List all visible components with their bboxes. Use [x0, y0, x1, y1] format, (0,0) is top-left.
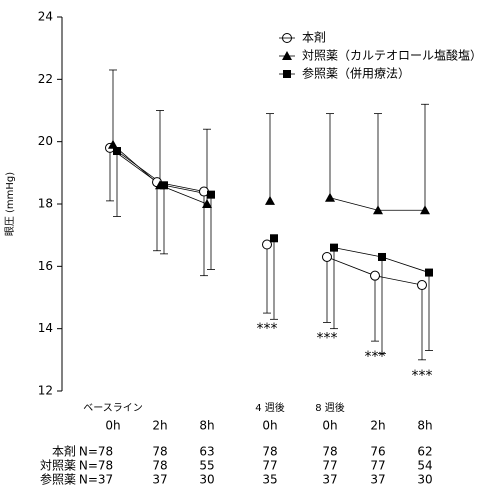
data-point: [113, 147, 121, 156]
y-tick-label: 12: [38, 384, 53, 398]
legend-marker: [282, 51, 292, 60]
data-point: [420, 205, 430, 215]
data-point: [425, 268, 433, 277]
y-tick-label: 18: [38, 197, 53, 211]
table-cell: 76: [370, 445, 385, 459]
data-point: [262, 239, 272, 250]
table-cell: 35: [262, 473, 277, 487]
table-cell: 37: [370, 473, 385, 487]
data-point: [265, 195, 275, 205]
data-point: [207, 190, 215, 199]
y-tick-label: 20: [38, 134, 53, 148]
x-tick-label: 0h: [322, 419, 337, 433]
legend-label: 参照薬（併用療法）: [302, 66, 410, 81]
x-tick-label: 8h: [417, 419, 432, 433]
table-cell: N=37: [79, 473, 113, 487]
x-tick-label: 0h: [105, 419, 120, 433]
data-point: [330, 243, 338, 252]
data-point: [370, 270, 380, 281]
annotation: ***: [257, 321, 278, 337]
data-point: [160, 181, 168, 190]
x-tick-label: 2h: [370, 419, 385, 433]
table-cell: 62: [417, 445, 432, 459]
table-cell: N=78: [79, 445, 113, 459]
group-label: 8 週後: [315, 401, 345, 414]
y-axis-label: 眼圧 (mmHg): [4, 172, 16, 236]
legend-label: 本剤: [302, 30, 326, 45]
annotation: ***: [365, 349, 386, 365]
table-cell: 78: [262, 445, 277, 459]
group-label: ベースライン: [83, 402, 143, 414]
table-cell: 63: [199, 445, 214, 459]
data-point: [270, 234, 278, 243]
y-tick-label: 24: [38, 10, 53, 24]
data-point: [325, 192, 335, 202]
legend-label: 対照薬（カルテオロール塩酸塩）: [302, 48, 482, 63]
table-cell: 54: [417, 459, 432, 473]
table-cell: 37: [322, 473, 337, 487]
table-cell: 55: [199, 459, 214, 473]
table-cell: 30: [417, 473, 432, 487]
annotation: ***: [412, 368, 433, 384]
data-point: [202, 199, 212, 208]
y-tick-label: 22: [38, 72, 53, 86]
x-tick-label: 2h: [152, 419, 167, 433]
y-tick-label: 14: [38, 321, 53, 335]
table-cell: 78: [322, 445, 337, 459]
table-row-label: 本剤: [52, 444, 76, 459]
x-tick-label: 8h: [199, 419, 214, 433]
y-tick-label: 16: [38, 259, 53, 273]
table-cell: 77: [262, 459, 277, 473]
data-point: [417, 280, 427, 291]
table-cell: 77: [370, 459, 385, 473]
table-cell: 77: [322, 459, 337, 473]
table-cell: 30: [199, 473, 214, 487]
data-point: [373, 205, 383, 215]
data-point: [322, 251, 332, 262]
table-cell: N=78: [79, 459, 113, 473]
annotation: ***: [317, 330, 338, 346]
table-row-label: 参照薬: [40, 472, 76, 487]
table-cell: 37: [152, 473, 167, 487]
table-row-label: 対照薬: [40, 459, 76, 473]
table-cell: 78: [152, 445, 167, 459]
table-cell: 78: [152, 459, 167, 473]
group-label: 4 週後: [255, 401, 285, 414]
x-tick-label: 0h: [262, 419, 277, 433]
data-point: [378, 252, 386, 261]
data-point: [108, 139, 118, 149]
